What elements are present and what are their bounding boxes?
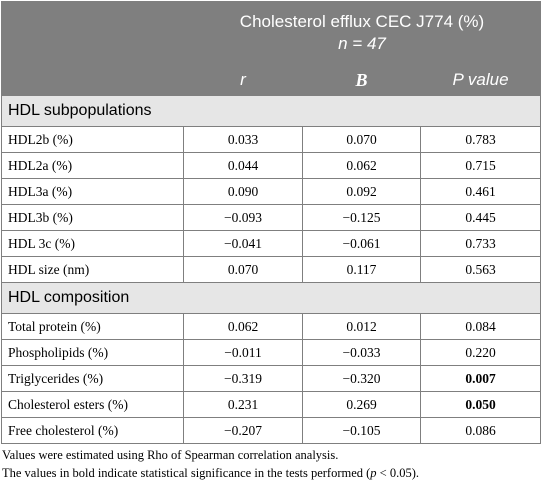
section-row: HDL subpopulations: [0, 95, 542, 127]
row-label: Triglycerides (%): [1, 365, 184, 392]
row-label: HDL3b (%): [1, 204, 184, 231]
cell-r: 0.070: [183, 256, 303, 283]
cell-b: 0.092: [302, 178, 421, 205]
note-line-2-prefix: The values in bold indicate statistical …: [2, 466, 371, 480]
cell-r: −0.011: [183, 339, 303, 366]
cell-r: 0.090: [183, 178, 303, 205]
row-label: HDL 3c (%): [1, 230, 184, 257]
cell-p-value: 0.050: [419, 391, 542, 418]
table-row: HDL2a (%) 0.044 0.062 0.715: [1, 152, 542, 179]
cell-p-value: 0.220: [419, 339, 542, 366]
header-blank-cell: [1, 1, 184, 96]
cell-b: 0.062: [302, 152, 421, 179]
row-label: HDL2b (%): [1, 126, 184, 153]
cell-p-value: 0.007: [419, 365, 542, 392]
table-notes: Values were estimated using Rho of Spear…: [2, 446, 419, 482]
table-row: Free cholesterol (%) −0.207 −0.105 0.086: [1, 417, 542, 444]
cell-r: 0.044: [183, 152, 303, 179]
cell-p-value: 0.715: [419, 152, 542, 179]
cell-r: −0.093: [183, 204, 303, 231]
cell-b: 0.269: [302, 391, 421, 418]
cell-r: 0.062: [183, 313, 303, 340]
cell-r: 0.231: [183, 391, 303, 418]
table-row: HDL3b (%) −0.093 −0.125 0.445: [1, 204, 542, 231]
table-row: Total protein (%) 0.062 0.012 0.084: [1, 313, 542, 340]
note-line-2-suffix: < 0.05).: [376, 466, 420, 480]
cell-p-value: 0.461: [419, 178, 542, 205]
section-title: HDL composition: [0, 282, 542, 314]
cell-b: −0.061: [302, 230, 421, 257]
cell-b: −0.105: [302, 417, 421, 444]
cell-r: −0.207: [183, 417, 303, 444]
column-header-p-value: P value: [419, 64, 542, 96]
cell-p-value: 0.563: [419, 256, 542, 283]
note-line-1: Values were estimated using Rho of Spear…: [2, 448, 339, 462]
cell-p-value: 0.733: [419, 230, 542, 257]
note-line-2-p: p: [370, 466, 377, 480]
table-row: HDL3a (%) 0.090 0.092 0.461: [1, 178, 542, 205]
cell-p-value: 0.086: [419, 417, 542, 444]
column-header-r: r: [183, 64, 303, 96]
column-header-b: B: [302, 64, 421, 96]
cell-b: 0.012: [302, 313, 421, 340]
table-row: HDL 3c (%) −0.041 −0.061 0.733: [1, 230, 542, 257]
table-row: Cholesterol esters (%) 0.231 0.269 0.050: [1, 391, 542, 418]
section-title: HDL subpopulations: [0, 95, 542, 127]
cell-b: 0.070: [302, 126, 421, 153]
cell-b: 0.117: [302, 256, 421, 283]
row-label: HDL2a (%): [1, 152, 184, 179]
table-row: Phospholipids (%) −0.011 −0.033 0.220: [1, 339, 542, 366]
row-label: Total protein (%): [1, 313, 184, 340]
table-header: Cholesterol efflux CEC J774 (%) n = 47 r…: [1, 1, 542, 96]
header-title: Cholesterol efflux CEC J774 (%) n = 47: [182, 1, 542, 65]
section-row: HDL composition: [0, 282, 542, 314]
cell-r: 0.033: [183, 126, 303, 153]
cell-r: −0.041: [183, 230, 303, 257]
cell-p-value: 0.084: [419, 313, 542, 340]
results-table: Cholesterol efflux CEC J774 (%) n = 47 r…: [0, 1, 542, 444]
table-row: Triglycerides (%) −0.319 −0.320 0.007: [1, 365, 542, 392]
cell-b: −0.320: [302, 365, 421, 392]
cell-r: −0.319: [183, 365, 303, 392]
table-body: HDL subpopulations HDL2b (%) 0.033 0.070 0.7…: [0, 95, 542, 444]
row-label: HDL3a (%): [1, 178, 184, 205]
header-title-line2: n = 47: [338, 34, 386, 53]
table-row: HDL2b (%) 0.033 0.070 0.783: [1, 126, 542, 153]
cell-p-value: 0.783: [419, 126, 542, 153]
cell-p-value: 0.445: [419, 204, 542, 231]
row-label: HDL size (nm): [1, 256, 184, 283]
table-row: HDL size (nm) 0.070 0.117 0.563: [1, 256, 542, 283]
row-label: Phospholipids (%): [1, 339, 184, 366]
cell-b: −0.033: [302, 339, 421, 366]
row-label: Free cholesterol (%): [1, 417, 184, 444]
note-line-2: The values in bold indicate statistical …: [2, 464, 419, 482]
row-label: Cholesterol esters (%): [1, 391, 184, 418]
header-title-line1: Cholesterol efflux CEC J774 (%): [239, 12, 485, 31]
cell-b: −0.125: [302, 204, 421, 231]
